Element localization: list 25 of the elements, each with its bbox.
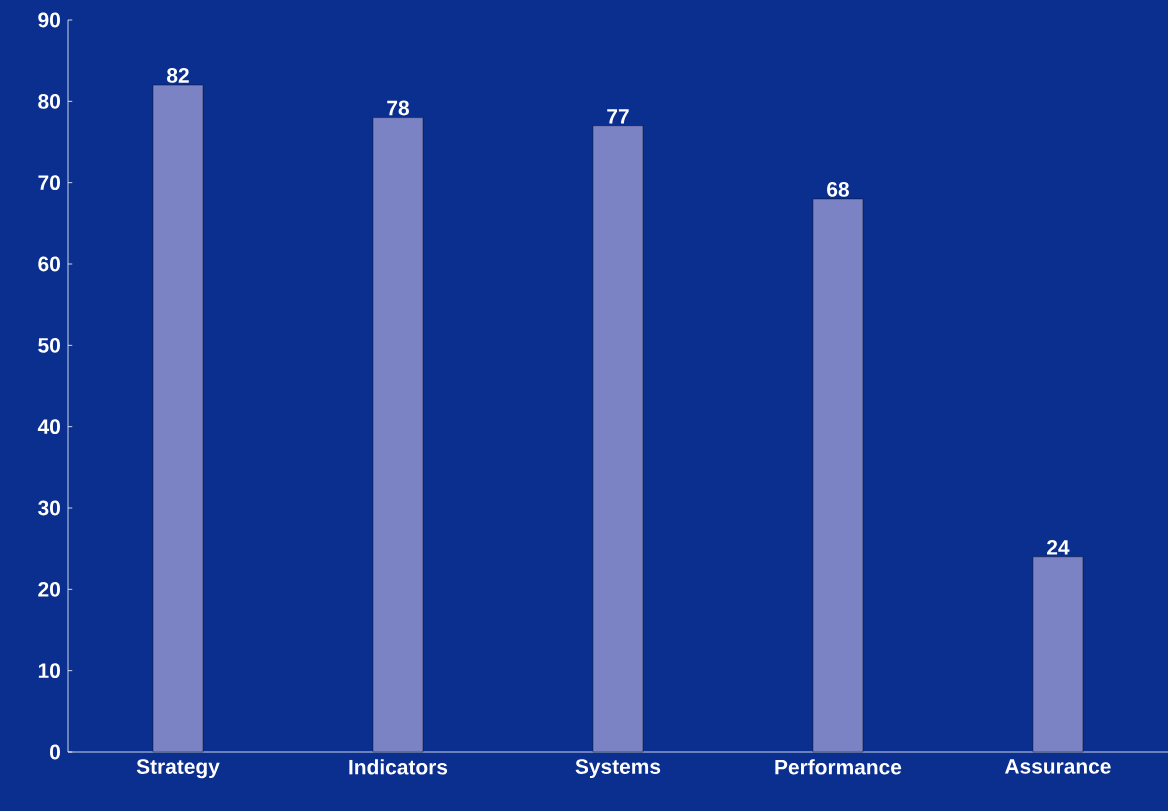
bar [372, 117, 424, 753]
y-tick-label: 20 [38, 581, 60, 597]
x-tick-label: Systems [575, 759, 661, 779]
y-tick-label: 90 [38, 12, 60, 28]
bar [812, 198, 864, 753]
bar [592, 125, 644, 753]
x-tick-label: Assurance [1004, 759, 1111, 774]
bar [152, 84, 204, 753]
y-tick-label: 50 [38, 337, 60, 353]
y-tick-label: 60 [38, 256, 60, 272]
data-label: 77 [607, 109, 629, 124]
y-tick-label: 10 [38, 663, 60, 679]
y-tick-label: 0 [50, 744, 60, 760]
x-tick-label: Indicators [349, 759, 448, 775]
x-tick-label: Strategy [136, 759, 220, 779]
data-label: 24 [1047, 540, 1070, 555]
bar [1032, 556, 1084, 753]
y-tick-label: 70 [38, 175, 60, 191]
y-tick-label: 80 [38, 93, 60, 109]
y-tick-label: 40 [37, 419, 60, 435]
x-tick-label: Performance [775, 759, 902, 775]
data-label: 82 [167, 68, 189, 83]
data-label: 78 [387, 100, 409, 116]
y-tick-label: 30 [38, 500, 60, 516]
data-label: 68 [827, 181, 849, 197]
